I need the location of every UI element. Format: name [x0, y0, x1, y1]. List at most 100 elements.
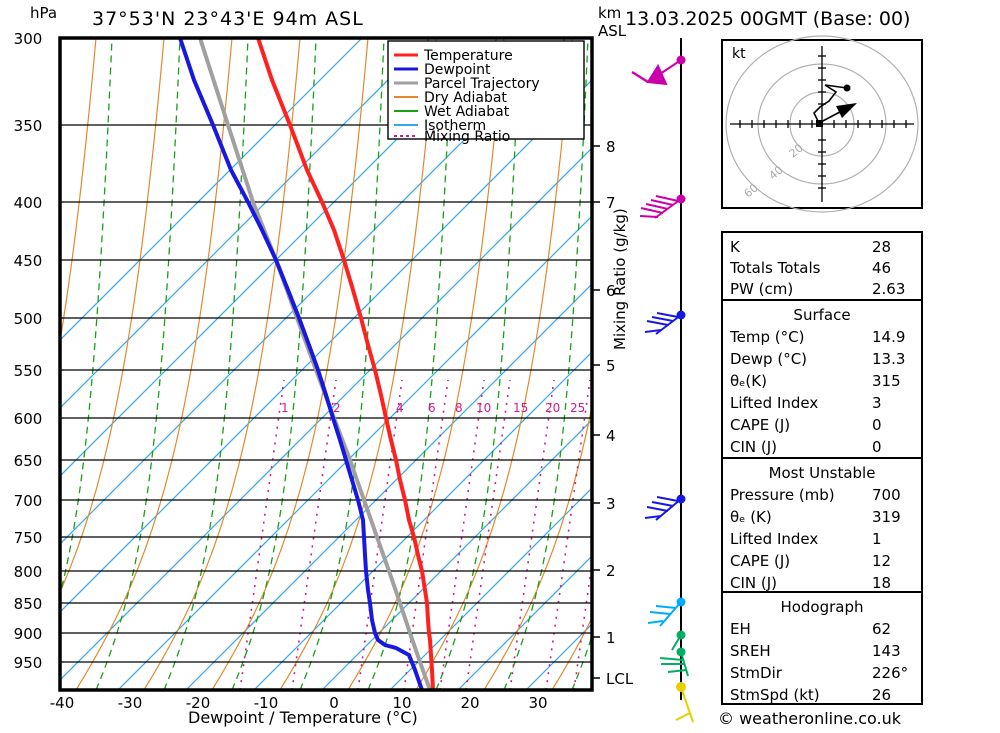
legend-label-dry-adiabat: Dry Adiabat: [424, 90, 507, 106]
mu-value-theta-e: 319: [872, 508, 901, 526]
wind-barb-925: [659, 647, 689, 677]
svg-text:8: 8: [455, 401, 463, 415]
index-label-k: K: [730, 238, 741, 256]
surface-label-theta-e: θₑ(K): [730, 372, 767, 390]
surface-label-lifted-index: Lifted Index: [730, 394, 818, 412]
km-tick-5: 5: [606, 357, 616, 375]
hodograph: kt 20 40 60: [721, 35, 923, 213]
x-tick-30: 30: [528, 694, 547, 712]
x-tick-20: 20: [460, 694, 479, 712]
lcl-label: LCL: [606, 670, 634, 688]
pressure-tick-800: 800: [14, 563, 43, 581]
svg-text:20: 20: [545, 401, 560, 415]
mu-label-pressure: Pressure (mb): [730, 486, 835, 504]
wind-barb-850: [647, 597, 686, 627]
dewpoint-curve: [178, 38, 424, 690]
surface-label-temp: Temp (°C): [729, 328, 804, 346]
svg-text:25: 25: [570, 401, 585, 415]
surface-label-dewp: Dewp (°C): [730, 350, 807, 368]
mixing-ratio-labels: 1 2 4 6 8 10 15 20 25: [281, 401, 585, 415]
legend-label-wet-adiabat: Wet Adiabat: [424, 104, 510, 120]
mu-value-pressure: 700: [872, 486, 901, 504]
svg-text:6: 6: [428, 401, 436, 415]
index-value-k: 28: [872, 238, 891, 256]
temperature-axis: -40 -30 -20 -10 0 10 20 30: [50, 694, 548, 712]
legend-label-isotherm: Isotherm: [424, 118, 486, 134]
x-tick--40: -40: [50, 694, 75, 712]
mixing-ratio-axis-title: Mixing Ratio (g/kg): [611, 208, 629, 350]
surface-label-cin: CIN (J): [730, 438, 777, 456]
pressure-tick-450: 450: [14, 252, 43, 270]
most-unstable-title: Most Unstable: [769, 464, 876, 482]
wind-barb-400: [639, 194, 686, 219]
km-tick-7: 7: [606, 194, 616, 212]
surface-panel: Surface Temp (°C) 14.9 Dewp (°C) 13.3 θₑ…: [721, 299, 923, 459]
legend-label-temperature: Temperature: [423, 48, 513, 64]
km-tick-8: 8: [606, 138, 616, 156]
index-value-totals: 46: [872, 259, 891, 277]
surface-value-lifted-index: 3: [872, 394, 882, 412]
km-tick-1: 1: [606, 629, 616, 647]
pressure-tick-650: 650: [14, 452, 43, 470]
indices-panel: K 28 Totals Totals 46 PW (cm) 2.63: [721, 231, 923, 301]
hodo-label-stmdir: StmDir: [730, 664, 783, 682]
mu-label-cape: CAPE (J): [730, 552, 790, 570]
surface-value-dewp: 13.3: [872, 350, 905, 368]
pressure-tick-950: 950: [14, 654, 43, 672]
km-unit-label: km: [598, 4, 622, 22]
pressure-tick-300: 300: [14, 30, 43, 48]
hodograph-unit-label: kt: [732, 46, 746, 62]
pressure-tick-500: 500: [14, 310, 43, 328]
pressure-tick-850: 850: [14, 595, 43, 613]
surface-title: Surface: [793, 306, 850, 324]
svg-text:15: 15: [513, 401, 528, 415]
surface-value-cin: 0: [872, 438, 882, 456]
isobar-lines: [60, 38, 592, 663]
x-tick--20: -20: [186, 694, 211, 712]
x-tick--10: -10: [254, 694, 279, 712]
copyright-label: © weatheronline.co.uk: [718, 709, 901, 728]
mu-value-cin: 18: [872, 574, 891, 592]
x-tick--30: -30: [118, 694, 143, 712]
wind-barb-column: [631, 38, 694, 723]
pressure-tick-600: 600: [14, 410, 43, 428]
pressure-tick-750: 750: [14, 529, 43, 547]
svg-text:10: 10: [476, 401, 491, 415]
pressure-tick-400: 400: [14, 194, 43, 212]
pressure-axis: 300 350 400 450 500 550 600 650 700 750 …: [14, 30, 43, 672]
isotherm-lines: [60, 38, 592, 690]
parcel-trajectory-curve: [198, 38, 432, 690]
index-label-totals: Totals Totals: [729, 259, 821, 277]
hodo-value-stmdir: 226°: [872, 664, 908, 682]
surface-value-cape: 0: [872, 416, 882, 434]
pressure-tick-550: 550: [14, 362, 43, 380]
pressure-unit-label: hPa: [30, 4, 58, 22]
mu-label-theta-e: θₑ (K): [730, 508, 772, 526]
svg-text:4: 4: [396, 401, 404, 415]
hodo-value-stmspd: 26: [872, 686, 891, 704]
mu-value-lifted-index: 1: [872, 530, 882, 548]
hodo-label-eh: EH: [730, 620, 751, 638]
svg-text:1: 1: [281, 401, 289, 415]
surface-label-cape: CAPE (J): [730, 416, 790, 434]
x-axis-title: Dewpoint / Temperature (°C): [188, 708, 418, 727]
km-tick-2: 2: [606, 562, 616, 580]
pressure-tick-900: 900: [14, 625, 43, 643]
wind-barb-300: [631, 55, 686, 86]
legend-label-parcel: Parcel Trajectory: [424, 76, 540, 92]
index-value-pw: 2.63: [872, 280, 905, 298]
hodo-value-sreh: 143: [872, 642, 901, 660]
wind-barb-700: [644, 494, 686, 521]
x-tick-0: 0: [329, 694, 339, 712]
hodograph-stats-panel: Hodograph EH 62 SREH 143 StmDir 226° Stm…: [721, 591, 923, 705]
x-tick-10: 10: [392, 694, 411, 712]
wind-barb-surface: [675, 682, 694, 723]
index-label-pw: PW (cm): [730, 280, 793, 298]
legend: Temperature Dewpoint Parcel Trajectory D…: [387, 40, 585, 145]
temperature-curve: [256, 38, 435, 690]
background-grid: [60, 38, 592, 690]
legend-label-dewpoint: Dewpoint: [424, 62, 491, 78]
hodo-label-stmspd: StmSpd (kt): [730, 686, 820, 704]
mu-value-cape: 12: [872, 552, 891, 570]
